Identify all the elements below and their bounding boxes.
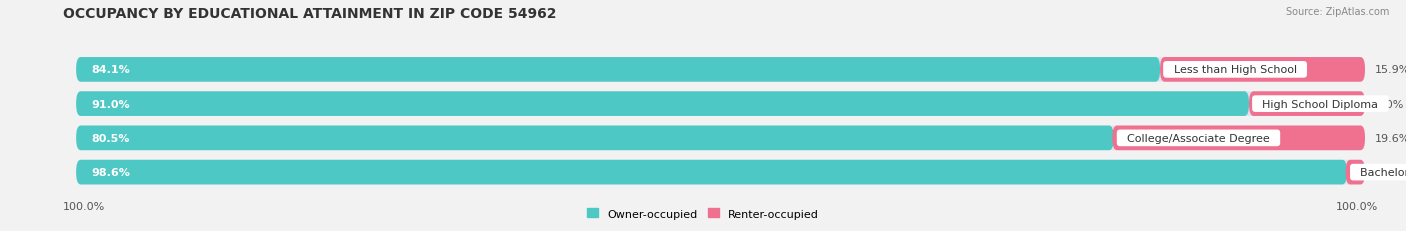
Text: Source: ZipAtlas.com: Source: ZipAtlas.com [1285, 7, 1389, 17]
Text: 91.0%: 91.0% [91, 99, 131, 109]
Text: 9.0%: 9.0% [1375, 99, 1403, 109]
FancyBboxPatch shape [1160, 58, 1365, 82]
FancyBboxPatch shape [76, 160, 1365, 185]
Text: 15.9%: 15.9% [1375, 65, 1406, 75]
FancyBboxPatch shape [76, 160, 1347, 185]
FancyBboxPatch shape [76, 92, 1249, 116]
Text: High School Diploma: High School Diploma [1256, 99, 1385, 109]
Text: 100.0%: 100.0% [63, 201, 105, 211]
Text: 98.6%: 98.6% [91, 167, 131, 177]
FancyBboxPatch shape [76, 126, 1365, 151]
Legend: Owner-occupied, Renter-occupied: Owner-occupied, Renter-occupied [582, 204, 824, 223]
FancyBboxPatch shape [1249, 92, 1365, 116]
FancyBboxPatch shape [76, 126, 1114, 151]
FancyBboxPatch shape [1346, 160, 1365, 185]
Text: College/Associate Degree: College/Associate Degree [1121, 133, 1277, 143]
Text: 100.0%: 100.0% [1336, 201, 1378, 211]
Text: 1.5%: 1.5% [1375, 167, 1403, 177]
Text: 19.6%: 19.6% [1375, 133, 1406, 143]
FancyBboxPatch shape [76, 58, 1160, 82]
Text: 80.5%: 80.5% [91, 133, 129, 143]
Text: OCCUPANCY BY EDUCATIONAL ATTAINMENT IN ZIP CODE 54962: OCCUPANCY BY EDUCATIONAL ATTAINMENT IN Z… [63, 7, 557, 21]
FancyBboxPatch shape [76, 92, 1365, 116]
Text: Bachelor's Degree or higher: Bachelor's Degree or higher [1354, 167, 1406, 177]
FancyBboxPatch shape [76, 58, 1365, 82]
Text: Less than High School: Less than High School [1167, 65, 1303, 75]
Text: 84.1%: 84.1% [91, 65, 131, 75]
FancyBboxPatch shape [1112, 126, 1365, 151]
